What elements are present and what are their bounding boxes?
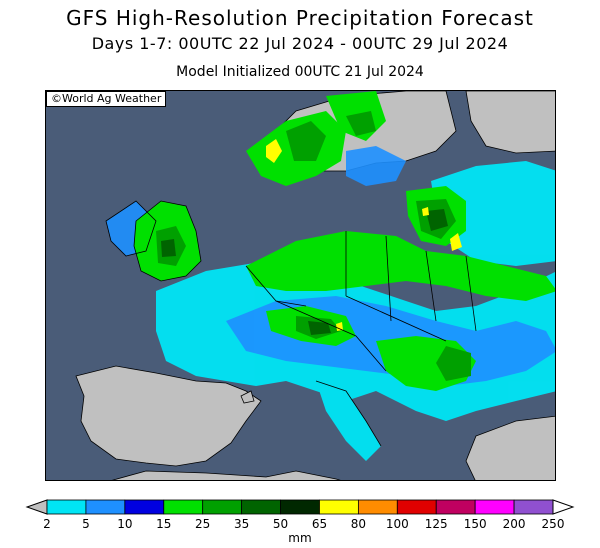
- legend-tick-label: 50: [273, 517, 288, 531]
- legend-swatch: [474, 499, 515, 515]
- forecast-period: Days 1-7: 00UTC 22 Jul 2024 - 00UTC 29 J…: [91, 34, 509, 53]
- legend-swatch: [396, 499, 437, 515]
- credit-label: ©World Ag Weather: [46, 91, 167, 107]
- model-init: Model Initialized 00UTC 21 Jul 2024: [176, 64, 424, 80]
- legend-tick-label: 125: [425, 517, 448, 531]
- legend-swatch: [241, 499, 281, 515]
- legend-swatch: [124, 499, 165, 515]
- map-title: GFS High-Resolution Precipitation Foreca…: [66, 6, 534, 30]
- legend-tick-label: 250: [542, 517, 565, 531]
- legend-unit: mm: [288, 531, 311, 545]
- legend-tick-label: 5: [82, 517, 90, 531]
- legend-swatch: [202, 499, 243, 515]
- precipitation-map: [45, 90, 556, 481]
- legend-swatch: [319, 499, 359, 515]
- legend-tick-label: 65: [312, 517, 327, 531]
- precip-yellow: [266, 139, 462, 331]
- legend-swatch: [280, 499, 320, 515]
- legend-tick-label: 80: [351, 517, 366, 531]
- legend-tick-label: 10: [117, 517, 132, 531]
- dry-land: [75, 91, 555, 480]
- legend-swatch: [46, 499, 87, 515]
- legend-tick-label: 35: [234, 517, 249, 531]
- legend-swatch: [435, 499, 476, 515]
- precip-darkest-green: [161, 209, 448, 335]
- legend-over-arrow: [552, 499, 575, 515]
- legend-tick-label: 150: [464, 517, 487, 531]
- legend-tick-label: 15: [156, 517, 171, 531]
- precip-dark-green: [156, 111, 471, 381]
- legend-swatch: [513, 499, 554, 515]
- legend-swatch: [357, 499, 398, 515]
- legend-tick-label: 100: [386, 517, 409, 531]
- legend-swatch: [163, 499, 204, 515]
- borders: [105, 200, 477, 447]
- legend-swatch: [85, 499, 126, 515]
- legend-under-arrow: [25, 499, 48, 515]
- precipitation-legend: 2 5 10 15 25 35 50 65 80 100 125 150 200 250 mm: [25, 499, 575, 545]
- legend-tick-label: 2: [43, 517, 51, 531]
- legend-tick-label: 25: [195, 517, 210, 531]
- legend-tick-label: 200: [503, 517, 526, 531]
